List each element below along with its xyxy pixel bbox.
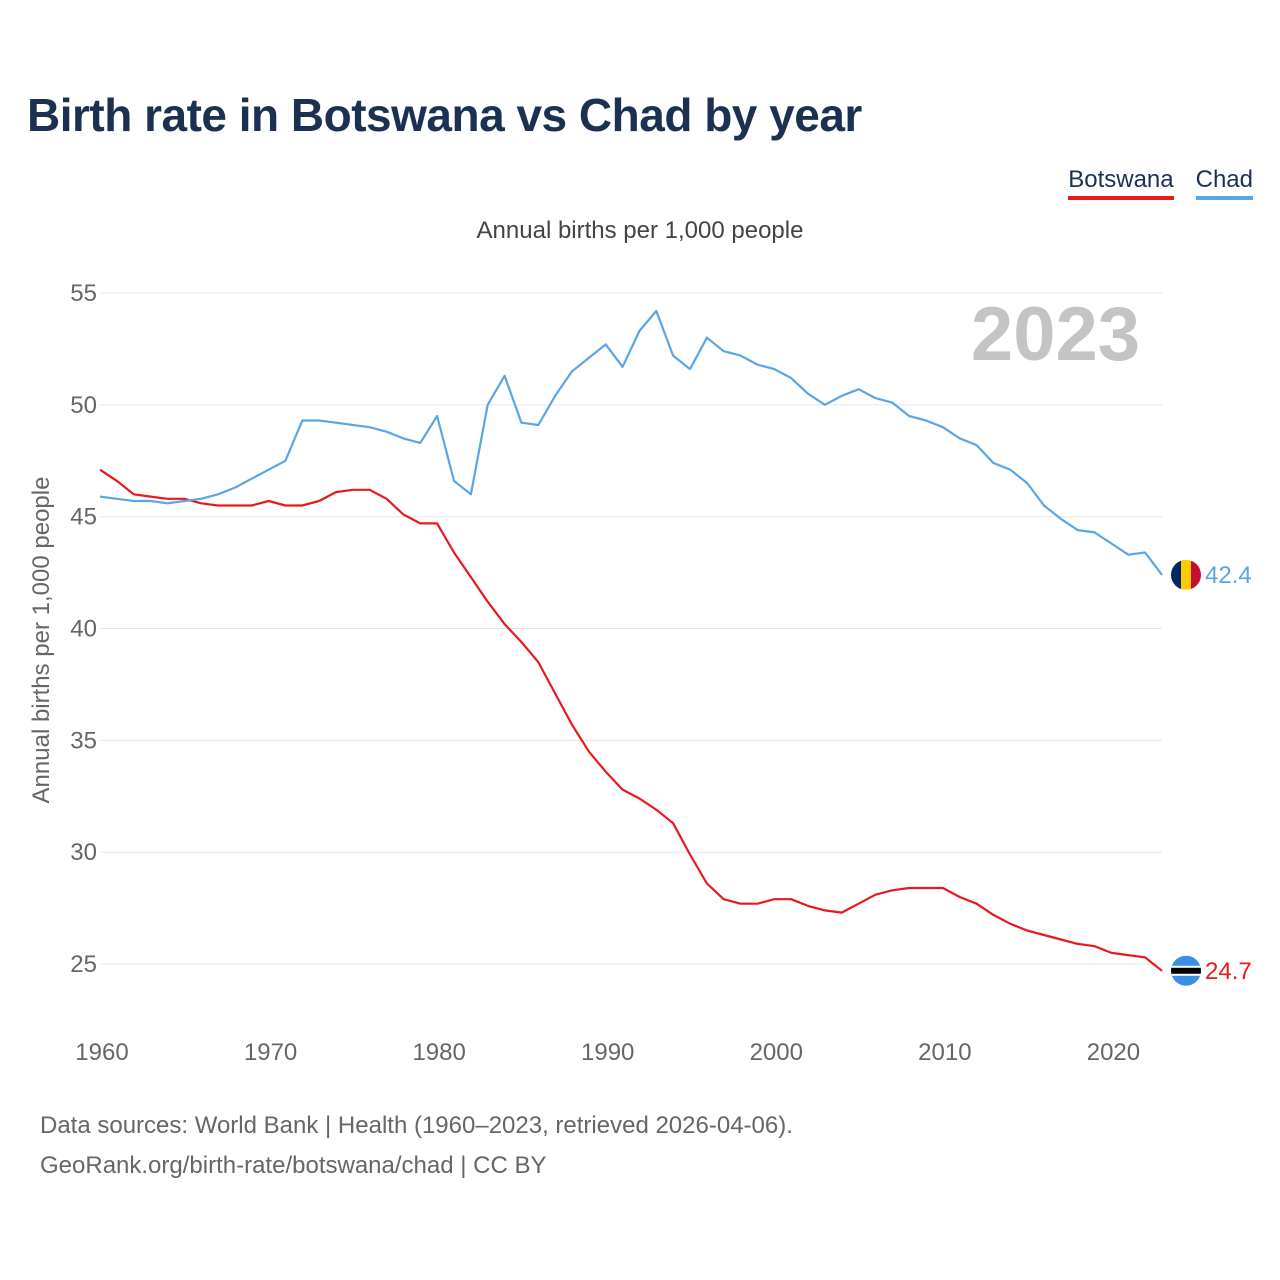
legend-item-chad[interactable]: Chad — [1195, 166, 1253, 200]
y-tick-label-45: 45 — [70, 504, 97, 531]
x-tick-label-1980: 1980 — [412, 1039, 465, 1066]
year-watermark: 2023 — [971, 292, 1140, 377]
x-axis-ticks: 1960 1970 1980 1990 2000 2010 2020 — [75, 1039, 1140, 1066]
legend: Botswana Chad — [1068, 166, 1253, 200]
y-tick-label-25: 25 — [70, 951, 97, 978]
end-value-label-botswana: 24.7 — [1205, 958, 1252, 985]
x-tick-label-1970: 1970 — [244, 1039, 297, 1066]
source-line-2[interactable]: GeoRank.org/birth-rate/botswana/chad | C… — [40, 1152, 547, 1179]
y-axis-ticks: 25 30 35 40 45 50 55 — [70, 280, 97, 978]
y-tick-label-55: 55 — [70, 280, 97, 307]
source-line-1[interactable]: Data sources: World Bank | Health (1960–… — [40, 1112, 793, 1139]
x-tick-label-2020: 2020 — [1087, 1039, 1140, 1066]
x-tick-label-1960: 1960 — [75, 1039, 128, 1066]
x-tick-label-2010: 2010 — [918, 1039, 971, 1066]
gridlines — [100, 292, 1162, 965]
series-line-botswana — [99, 468, 1163, 972]
y-tick-label-40: 40 — [70, 616, 97, 643]
flag-chad — [1171, 559, 1201, 590]
flag-botswana — [1171, 955, 1201, 986]
end-value-label-chad: 42.4 — [1205, 562, 1252, 589]
series-lines — [99, 309, 1163, 972]
source-note: Data sources: World Bank | Health (1960–… — [40, 1106, 793, 1186]
series-line-chad — [99, 309, 1163, 576]
legend-item-botswana[interactable]: Botswana — [1068, 166, 1174, 200]
chart-subtitle: Annual births per 1,000 people — [476, 217, 804, 244]
y-tick-label-50: 50 — [70, 392, 97, 419]
y-tick-label-35: 35 — [70, 727, 97, 754]
end-markers: 24.7 42.4 — [1171, 559, 1252, 986]
chart-title: Birth rate in Botswana vs Chad by year — [27, 89, 862, 141]
x-tick-label-2000: 2000 — [750, 1039, 803, 1066]
y-tick-label-30: 30 — [70, 839, 97, 866]
x-tick-label-1990: 1990 — [581, 1039, 634, 1066]
